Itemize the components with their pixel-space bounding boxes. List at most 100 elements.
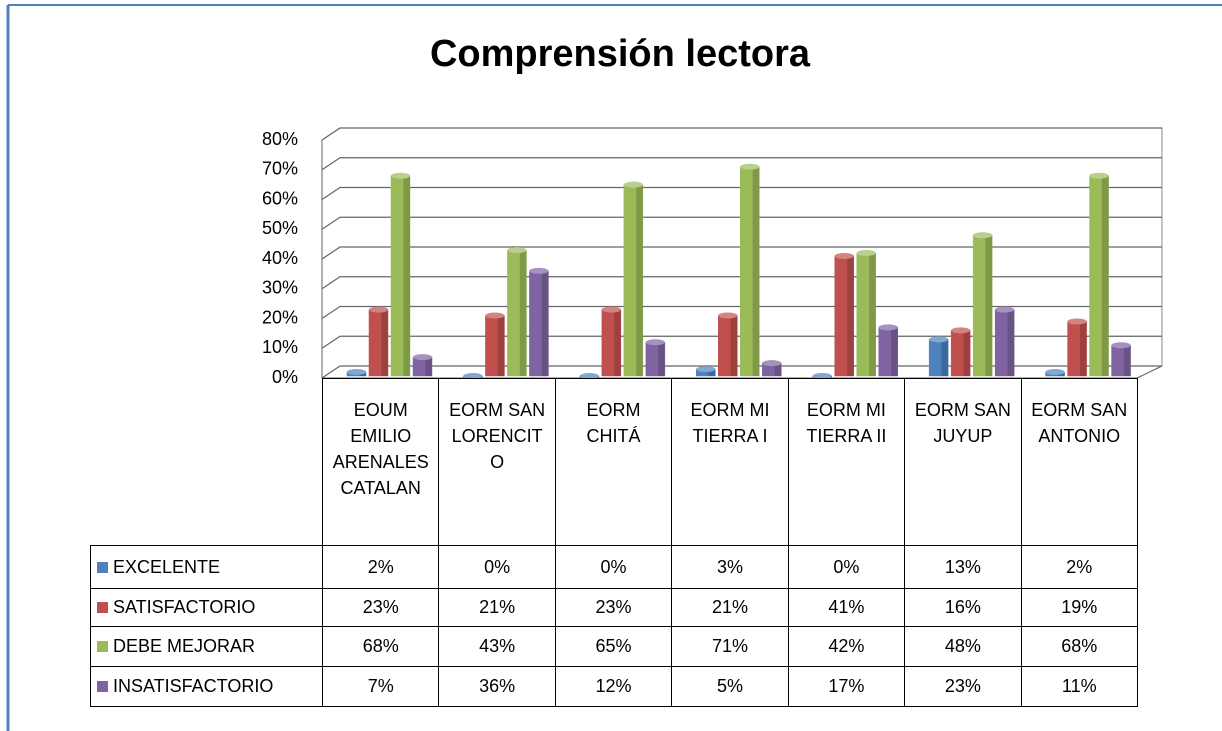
category-label: EORM SAN ANTONIO bbox=[1020, 378, 1138, 546]
bar-shade bbox=[1101, 175, 1109, 376]
bar-shade bbox=[774, 363, 782, 376]
bar-shade bbox=[963, 330, 971, 376]
y-tick-label: 20% bbox=[262, 307, 298, 327]
bar-top-highlight bbox=[834, 253, 854, 260]
bar-top bbox=[1067, 318, 1087, 325]
bar-top bbox=[1089, 172, 1109, 179]
legend-label: SATISFACTORIO bbox=[113, 597, 256, 617]
bar-top bbox=[696, 366, 716, 373]
grid-line bbox=[321, 276, 1162, 290]
bar-top-highlight bbox=[718, 312, 738, 319]
bar-shade bbox=[847, 256, 854, 376]
legend-swatch bbox=[97, 602, 108, 613]
bar-top-highlight bbox=[645, 339, 665, 346]
y-tick-label: 10% bbox=[262, 337, 298, 357]
bar-top bbox=[929, 336, 949, 343]
bar-top-highlight bbox=[1067, 318, 1087, 325]
bar-top-highlight bbox=[413, 354, 432, 361]
category-label: EORM MI TIERRA I bbox=[671, 378, 789, 546]
bar-top-highlight bbox=[929, 336, 949, 343]
table-value: 13% bbox=[904, 545, 1022, 589]
table-value: 23% bbox=[904, 666, 1022, 707]
table-value: 0% bbox=[554, 545, 673, 589]
bar-top bbox=[601, 306, 621, 313]
bar-top-highlight bbox=[391, 172, 410, 179]
table-value: 23% bbox=[322, 588, 440, 627]
bar-top-highlight bbox=[529, 267, 549, 274]
table-value: 68% bbox=[322, 626, 440, 667]
bar-shade bbox=[1123, 345, 1131, 376]
legend-label: DEBE MEJORAR bbox=[113, 636, 256, 656]
legend-swatch bbox=[97, 641, 108, 652]
bar-top-highlight bbox=[579, 373, 599, 379]
bar-top bbox=[718, 312, 738, 319]
y-tick-label: 40% bbox=[262, 248, 298, 268]
bar-top bbox=[740, 163, 760, 170]
bar-top bbox=[413, 354, 432, 361]
bar-shade bbox=[985, 235, 993, 376]
bar-top-highlight bbox=[951, 327, 971, 334]
table-value: 5% bbox=[671, 666, 789, 707]
bar-top bbox=[579, 373, 599, 379]
grid-line bbox=[321, 246, 1162, 260]
bar-top bbox=[1045, 369, 1065, 376]
bar-top bbox=[347, 369, 366, 376]
bar-top-highlight bbox=[485, 312, 505, 319]
bar-top-highlight bbox=[973, 232, 993, 239]
legend-label: EXCELENTE bbox=[113, 556, 221, 577]
bar-top bbox=[391, 172, 410, 179]
table-value: 16% bbox=[904, 588, 1022, 627]
bar-shade bbox=[425, 357, 432, 376]
grid-line bbox=[321, 305, 1162, 319]
legend-entry: DEBE MEJORAR bbox=[90, 626, 323, 667]
table-value: 42% bbox=[787, 626, 906, 667]
bar-top bbox=[369, 306, 388, 313]
legend-entry: INSATISFACTORIO bbox=[90, 666, 323, 707]
grid-line bbox=[321, 127, 1162, 141]
bar-top bbox=[485, 312, 505, 319]
table-value: 0% bbox=[787, 545, 906, 589]
bar-top bbox=[951, 327, 971, 334]
table-value: 23% bbox=[554, 588, 673, 627]
bar-top-highlight bbox=[463, 373, 483, 379]
table-value: 48% bbox=[904, 626, 1022, 667]
bar-top-highlight bbox=[878, 324, 898, 331]
bar-shade bbox=[519, 250, 527, 376]
table-value: 41% bbox=[787, 588, 906, 627]
bar-top-highlight bbox=[507, 247, 527, 254]
bar-top-highlight bbox=[995, 306, 1015, 313]
legend-entry: SATISFACTORIO bbox=[90, 588, 323, 627]
bar-top bbox=[834, 253, 854, 260]
y-tick-label: 60% bbox=[262, 188, 298, 208]
table-value: 21% bbox=[438, 588, 556, 627]
bar-shade bbox=[614, 309, 621, 376]
table-value: 2% bbox=[1020, 545, 1138, 589]
bar-top-highlight bbox=[1045, 369, 1065, 376]
bar-top-highlight bbox=[762, 360, 782, 367]
table-value: 12% bbox=[554, 666, 673, 707]
bar-shade bbox=[541, 270, 549, 376]
bar-top bbox=[973, 232, 993, 239]
table-value: 0% bbox=[438, 545, 556, 589]
table-value: 11% bbox=[1020, 666, 1138, 707]
bar-shade bbox=[1007, 309, 1015, 376]
y-tick-label: 50% bbox=[262, 218, 298, 238]
table-value: 21% bbox=[671, 588, 789, 627]
y-tick-label: 0% bbox=[272, 367, 298, 387]
bar-top bbox=[856, 250, 876, 257]
bar-top bbox=[623, 181, 643, 188]
bar-shade bbox=[497, 315, 505, 376]
table-value: 3% bbox=[671, 545, 789, 589]
bar-top-highlight bbox=[1089, 172, 1109, 179]
chart-title: Comprensión lectora bbox=[430, 33, 811, 75]
table-value: 36% bbox=[438, 666, 556, 707]
bar-top-highlight bbox=[601, 306, 621, 313]
bar-shade bbox=[869, 253, 876, 376]
table-value: 7% bbox=[322, 666, 440, 707]
legend-entry: EXCELENTE bbox=[90, 545, 323, 589]
bar-shade bbox=[891, 327, 898, 376]
bar-top-highlight bbox=[812, 373, 832, 379]
bar-top bbox=[995, 306, 1015, 313]
